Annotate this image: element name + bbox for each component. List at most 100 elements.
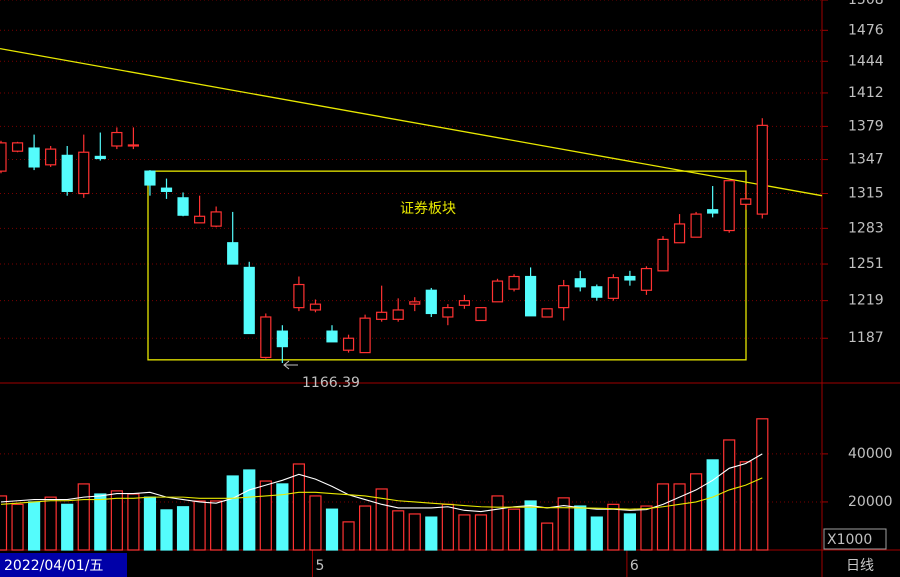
candle-body [690, 213, 702, 238]
candle-body [227, 242, 239, 265]
y-tick-label: 1476 [848, 22, 884, 38]
volume-bar [28, 501, 41, 551]
volume-bar [491, 495, 504, 551]
candle-body [376, 311, 388, 320]
candle-body [276, 330, 288, 348]
volume-bar [11, 503, 24, 551]
candle-body [78, 151, 90, 195]
volume-bar [689, 473, 703, 551]
candle-body [723, 180, 735, 232]
candle-body [144, 170, 156, 186]
volume-bar [590, 516, 603, 551]
annotation-arrow [283, 360, 290, 370]
volume-bar [94, 493, 107, 551]
volume-bar [739, 461, 752, 551]
volume-bar [607, 503, 620, 551]
candle-body [243, 266, 255, 335]
candle-body [293, 283, 305, 309]
volume-bar [441, 503, 454, 551]
x-tick-label: 6 [630, 558, 639, 574]
y-tick-label: 1315 [848, 186, 884, 202]
box-label: 证券板块 [400, 201, 456, 217]
candle-body [591, 286, 603, 298]
candle-body [342, 337, 355, 351]
candle-body [177, 197, 189, 216]
volume-bar [309, 495, 322, 551]
x-tick-label: 5 [315, 558, 324, 574]
unit-label: X1000 [827, 532, 872, 548]
volume-bar [110, 490, 123, 551]
period-label: 日线 [846, 558, 874, 574]
candle-body [541, 308, 553, 318]
y-tick-label: 1412 [848, 85, 884, 101]
highlight-box [147, 170, 747, 361]
unit-box [823, 528, 887, 550]
candle-body [491, 280, 504, 303]
candle-body [524, 275, 537, 317]
volume-bar [425, 516, 438, 551]
volume-bar [474, 514, 488, 551]
candle-body [309, 303, 322, 311]
annotation-label: 1166.39 [302, 375, 360, 391]
moving-average-line [0, 453, 763, 513]
candle-body [392, 309, 404, 320]
candle-body [756, 124, 768, 215]
volume-bar [210, 500, 223, 551]
volume-bar [392, 510, 405, 551]
volume-bar [656, 483, 670, 551]
candle-body [127, 144, 139, 147]
volume-bar [226, 475, 239, 551]
volume-bar [259, 480, 272, 551]
y-tick-label: 1379 [848, 118, 884, 134]
y-tick-label: 1219 [848, 293, 884, 309]
date-label: 2022/04/01/五 [4, 558, 103, 574]
volume-bar [574, 505, 587, 551]
y-tick-label: 40000 [848, 446, 893, 462]
volume-bar [706, 459, 719, 551]
candle-body [657, 238, 669, 272]
volume-bar [408, 513, 421, 551]
candle-body [11, 142, 24, 152]
volume-bar [623, 513, 637, 551]
candle-body [28, 147, 40, 168]
volume-bar [557, 497, 570, 551]
volume-bar [640, 505, 653, 551]
candle-body [409, 301, 421, 305]
candle-body [0, 142, 7, 172]
volume-bar [160, 509, 173, 551]
volume-bar [193, 500, 206, 551]
volume-bar [524, 500, 537, 551]
candle-body [326, 330, 338, 343]
candle-body [260, 316, 272, 359]
candle-body [160, 187, 173, 192]
candle-body [194, 215, 206, 224]
y-tick-label: 1251 [848, 256, 884, 272]
volume-bar [375, 488, 388, 551]
date-box [0, 553, 127, 577]
volume-bar [0, 495, 8, 551]
candle-body [740, 198, 752, 205]
candle-body [210, 211, 222, 227]
candle-body [673, 223, 686, 244]
volume-bar [342, 521, 355, 551]
candle-body [425, 289, 437, 315]
volume-bar [127, 493, 140, 551]
y-tick-label: 1187 [848, 330, 884, 346]
candle-body [607, 277, 619, 299]
volume-bar [756, 418, 769, 551]
volume-bar [325, 508, 339, 551]
moving-average-line [0, 477, 763, 510]
volume-bar [176, 506, 190, 551]
volume-bar [276, 483, 289, 551]
y-tick-label: 20000 [848, 494, 893, 510]
volume-bar [507, 508, 521, 551]
candle-body [558, 285, 570, 309]
y-tick-label: 1347 [848, 152, 884, 168]
volume-bar [44, 496, 57, 551]
candle-body [458, 300, 470, 306]
candle-body [508, 275, 520, 290]
y-tick-label: 1444 [848, 53, 884, 69]
volume-bar [359, 505, 372, 551]
